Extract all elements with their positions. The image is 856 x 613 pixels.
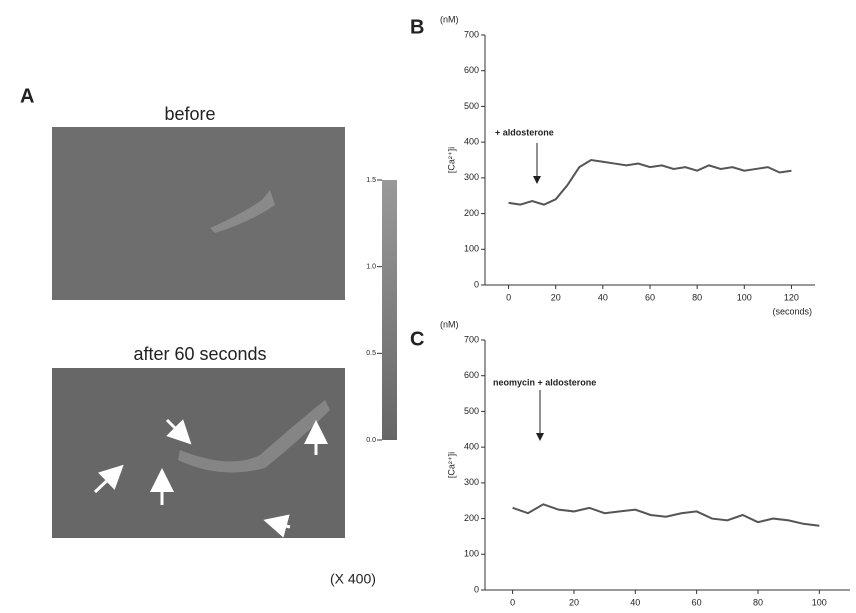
x-tick-label: 100 [737,292,752,302]
annotation: neomycin + aldosterone [493,377,596,387]
colorbar-tick-label: 1.5 [366,177,376,184]
panel-label: B [410,16,424,38]
y-unit: (nM) [440,14,459,24]
x-tick-label: 80 [692,292,702,302]
y-tick-label: 600 [464,370,479,380]
x-tick-label: 40 [598,292,608,302]
annotation: + aldosterone [495,127,554,137]
x-tick-label: 40 [630,597,640,607]
image-before [52,127,345,300]
x-tick-label: 60 [645,292,655,302]
image-title: after 60 seconds [133,344,266,364]
y-tick-label: 500 [464,406,479,416]
y-tick-label: 200 [464,513,479,523]
x-tick-label: 0 [510,597,515,607]
y-axis-label: [Ca²⁺]i [446,147,456,173]
x-tick-label: 60 [692,597,702,607]
y-axis-label: [Ca²⁺]i [446,452,456,478]
x-tick-label: 20 [551,292,561,302]
x-axis-label: (seconds) [772,306,812,316]
colorbar-tick-label: 0.5 [366,350,376,357]
trace [508,158,792,206]
cell [178,400,330,473]
y-tick-label: 100 [464,244,479,254]
x-tick-label: 20 [569,597,579,607]
colorbar [382,180,397,440]
y-tick-label: 200 [464,208,479,218]
y-tick-label: 400 [464,442,479,452]
panel-label: C [410,328,424,350]
trace [512,503,820,527]
magnification: (X 400) [330,571,376,587]
y-tick-label: 0 [474,279,479,289]
x-tick-label: 0 [506,292,511,302]
y-tick-label: 700 [464,29,479,39]
y-tick-label: 700 [464,334,479,344]
y-tick-label: 300 [464,477,479,487]
y-tick-label: 0 [474,584,479,594]
y-unit: (nM) [440,319,459,329]
image-after [52,368,345,538]
colorbar-tick-label: 0.0 [366,437,376,444]
x-tick-label: 80 [753,597,763,607]
colorbar-tick-label: 1.0 [366,264,376,271]
y-tick-label: 300 [464,172,479,182]
y-tick-label: 500 [464,101,479,111]
y-tick-label: 100 [464,549,479,559]
y-tick-label: 600 [464,65,479,75]
x-tick-label: 100 [812,597,827,607]
x-tick-label: 120 [784,292,799,302]
panel-label: A [20,85,34,107]
y-tick-label: 400 [464,137,479,147]
cell [210,190,275,233]
arrows [93,418,328,538]
image-title: before [164,104,215,124]
x-axis-label: (seconds) [807,611,847,613]
